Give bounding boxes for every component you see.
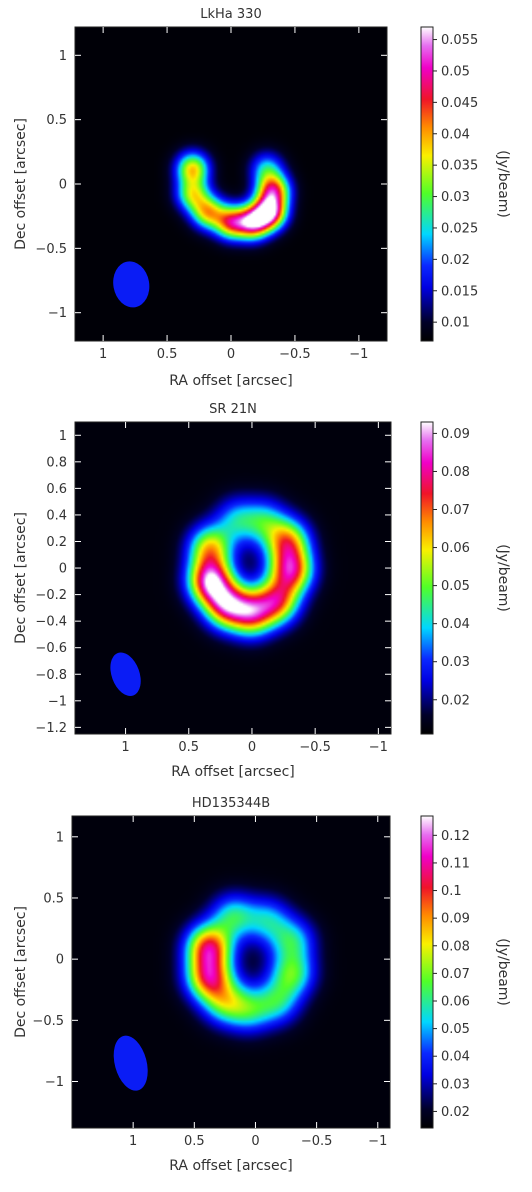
colorbar-tick-label: 0.12 — [441, 829, 470, 844]
colorbar-tick-label: 0.08 — [441, 939, 470, 954]
beam-ellipse — [113, 261, 150, 308]
colorbar-tick-label: 0.07 — [441, 503, 470, 518]
panel-title: LkHa 330 — [200, 7, 261, 22]
y-tick-label: 0.5 — [43, 891, 64, 906]
x-tick-label: −1 — [369, 740, 388, 755]
x-axis-label: RA offset [arcsec] — [169, 373, 293, 389]
y-tick-label: 1 — [56, 830, 64, 845]
colorbar-tick-label: 0.055 — [441, 33, 478, 48]
colorbar-tick-label: 0.05 — [441, 579, 470, 594]
x-tick-label: 1 — [129, 1134, 137, 1149]
colorbar-tick-label: 0.11 — [441, 856, 470, 871]
y-tick-label: −1 — [48, 306, 67, 321]
colorbar-tick-label: 0.04 — [441, 127, 470, 142]
x-tick-label: 0 — [251, 1134, 259, 1149]
colorbar-tick-label: 0.1 — [441, 884, 462, 899]
colorbar-tick-label: 0.02 — [441, 1105, 470, 1120]
x-tick-label: 0 — [227, 347, 235, 362]
y-tick-label: 0.5 — [46, 113, 67, 128]
colorbar — [420, 815, 434, 1129]
colorbar-tick-label: 0.06 — [441, 994, 470, 1009]
colorbar-tick-label: 0.08 — [441, 465, 470, 480]
x-tick-label: −0.5 — [279, 347, 311, 362]
colorbar-tick-label: 0.025 — [441, 221, 478, 236]
x-axis-label: RA offset [arcsec] — [169, 1158, 293, 1174]
plot-frame — [71, 815, 391, 1129]
colorbar-tick-label: 0.03 — [441, 190, 470, 205]
colorbar — [420, 26, 434, 342]
y-tick-label: 0.4 — [46, 508, 67, 523]
x-tick-label: 0.5 — [157, 347, 178, 362]
y-tick-label: 0 — [56, 953, 64, 968]
x-tick-label: −1 — [368, 1134, 387, 1149]
colorbar-tick-label: 0.04 — [441, 617, 470, 632]
y-tick-label: −0.6 — [35, 641, 67, 656]
colorbar-tick-label: 0.015 — [441, 284, 478, 299]
colorbar-tick-label: 0.06 — [441, 541, 470, 556]
colorbar-tick-label: 0.045 — [441, 96, 478, 111]
x-axis-label: RA offset [arcsec] — [171, 764, 295, 780]
panel-title: SR 21N — [209, 402, 257, 417]
y-tick-label: −0.8 — [35, 668, 67, 683]
colorbar-tick-label: 0.05 — [441, 1022, 470, 1037]
y-tick-label: −0.5 — [32, 1014, 64, 1029]
x-tick-label: −0.5 — [299, 740, 331, 755]
colorbar-tick-label: 0.035 — [441, 159, 478, 174]
colorbar-label: (Jy/beam) — [495, 544, 511, 612]
colorbar-tick-label: 0.05 — [441, 64, 470, 79]
colorbar-tick-label: 0.02 — [441, 693, 470, 708]
y-tick-label: −0.2 — [35, 588, 67, 603]
x-tick-label: 1 — [99, 347, 107, 362]
y-tick-label: 1 — [59, 49, 67, 64]
y-tick-label: 0 — [59, 178, 67, 193]
colorbar-tick-label: 0.07 — [441, 967, 470, 982]
y-tick-label: 0.6 — [46, 482, 67, 497]
y-tick-label: −0.5 — [35, 242, 67, 257]
x-tick-label: −0.5 — [301, 1134, 333, 1149]
panel-title: HD135344B — [192, 796, 270, 811]
y-tick-label: 1 — [59, 429, 67, 444]
intensity-map — [72, 816, 390, 1128]
y-tick-label: 0 — [59, 562, 67, 577]
y-tick-label: −1 — [48, 694, 67, 709]
x-tick-label: 1 — [121, 740, 129, 755]
x-tick-label: 0 — [248, 740, 256, 755]
beam-ellipse — [110, 652, 141, 696]
x-tick-label: −1 — [349, 347, 368, 362]
x-tick-label: 0.5 — [178, 740, 199, 755]
colorbar-label: (Jy/beam) — [495, 150, 511, 218]
y-axis-label: Dec offset [arcsec] — [13, 512, 29, 644]
colorbar-tick-label: 0.03 — [441, 655, 470, 670]
plot-frame — [74, 421, 392, 735]
colorbar-label: (Jy/beam) — [495, 938, 511, 1006]
y-axis-label: Dec offset [arcsec] — [13, 118, 29, 250]
colorbar-tick-label: 0.09 — [441, 427, 470, 442]
colorbar-tick-label: 0.02 — [441, 253, 470, 268]
y-tick-label: −0.4 — [35, 615, 67, 630]
y-tick-label: −1 — [45, 1075, 64, 1090]
colorbar-tick-label: 0.04 — [441, 1050, 470, 1065]
y-tick-label: 0.8 — [46, 455, 67, 470]
x-tick-label: 0.5 — [184, 1134, 205, 1149]
y-tick-label: −1.2 — [35, 721, 67, 736]
beam-ellipse — [113, 1035, 148, 1091]
colorbar — [420, 421, 434, 735]
y-tick-label: 0.2 — [46, 535, 67, 550]
colorbar-tick-label: 0.03 — [441, 1077, 470, 1092]
colorbar-tick-label: 0.09 — [441, 912, 470, 927]
y-axis-label: Dec offset [arcsec] — [13, 906, 29, 1038]
colorbar-tick-label: 0.01 — [441, 316, 470, 331]
